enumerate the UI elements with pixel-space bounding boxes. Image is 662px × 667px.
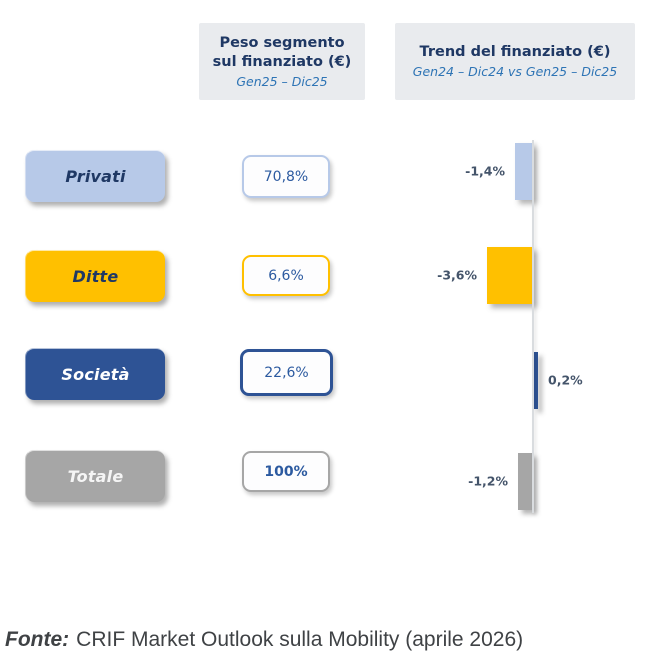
peso-value-totale: 100% [242,451,330,492]
source-note-prefix: Fonte: [5,628,70,651]
trend-bar-ditte [487,246,533,304]
segment-label-ditte: Ditte [25,250,165,302]
trend-value-privati: -1,4% [465,163,505,179]
source-note: Fonte: CRIF Market Outlook sulla Mobility… [5,628,660,652]
trend-value-totale: -1,2% [468,473,508,489]
column-header-peso-subtitle: Gen25 – Dic25 [236,73,328,89]
segment-label-totale: Totale [25,450,165,502]
column-header-trend-subtitle: Gen24 – Dic24 vs Gen25 – Dic25 [412,64,618,79]
trend-value-ditte: -3,6% [437,267,477,283]
trend-bar-totale [518,452,533,510]
trend-bar-societa [534,351,538,409]
trend-value-societa: 0,2% [548,372,583,388]
trend-bar-privati [515,142,533,200]
segment-label-privati: Privati [25,150,165,202]
column-header-trend: Trend del finanziato (€) Gen24 – Dic24 v… [395,23,635,100]
peso-value-ditte: 6,6% [242,255,330,296]
column-header-peso: Peso segmento sul finanziato (€) Gen25 –… [199,23,365,100]
column-header-trend-title: Trend del finanziato (€) [419,44,611,60]
source-note-text: CRIF Market Outlook sulla Mobility (apri… [76,628,524,651]
segment-label-societa: Società [25,348,165,400]
column-header-peso-title: Peso segmento sul finanziato (€) [212,34,352,70]
peso-value-societa: 22,6% [240,349,333,396]
trend-axis-line [532,140,534,513]
peso-value-privati: 70,8% [242,155,330,198]
